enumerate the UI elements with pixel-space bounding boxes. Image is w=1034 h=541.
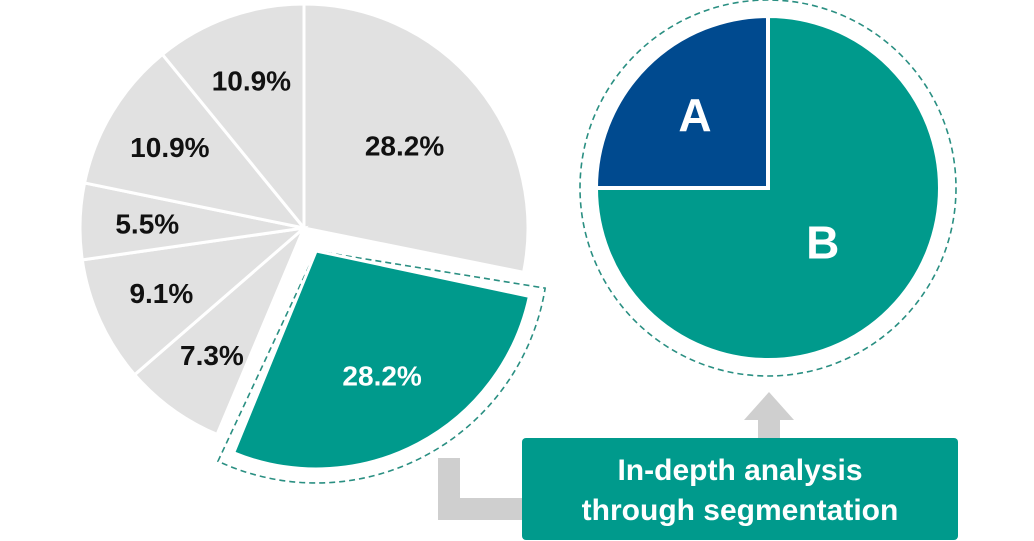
main-pie-chart: 28.2% 28.2% 7.3% 9.1% 5.5% 10.9% 10.9% bbox=[78, 2, 547, 484]
slice-label: 28.2% bbox=[342, 361, 421, 392]
segment-label-b: B bbox=[806, 217, 839, 269]
segment-slice-a bbox=[593, 13, 770, 190]
segment-slice-b bbox=[593, 13, 942, 362]
pie-slice bbox=[82, 52, 308, 231]
segment-label-a: A bbox=[678, 89, 711, 141]
pie-slice bbox=[160, 2, 306, 233]
pie-slice-highlighted bbox=[231, 249, 532, 471]
pie-slice bbox=[302, 2, 530, 275]
slice-label: 7.3% bbox=[180, 340, 244, 371]
slice-label: 5.5% bbox=[115, 208, 179, 239]
slice-label: 28.2% bbox=[365, 131, 444, 162]
slice-label: 10.9% bbox=[212, 65, 291, 96]
callout-line-2: through segmentation bbox=[582, 494, 899, 527]
slice-label: 10.9% bbox=[130, 132, 209, 163]
slice-label: 9.1% bbox=[129, 278, 193, 309]
arrow-head-icon bbox=[744, 392, 794, 420]
callout-box bbox=[522, 438, 958, 540]
pie-slice bbox=[132, 226, 306, 437]
segmentation-callout: In-depth analysis through segmentation bbox=[522, 438, 958, 540]
pie-slice bbox=[80, 225, 309, 377]
callout-line-1: In-depth analysis bbox=[617, 454, 862, 487]
highlight-outline bbox=[216, 250, 547, 484]
segment-dashed-ring bbox=[579, 0, 957, 377]
segment-pie-chart: AB bbox=[579, 0, 957, 377]
